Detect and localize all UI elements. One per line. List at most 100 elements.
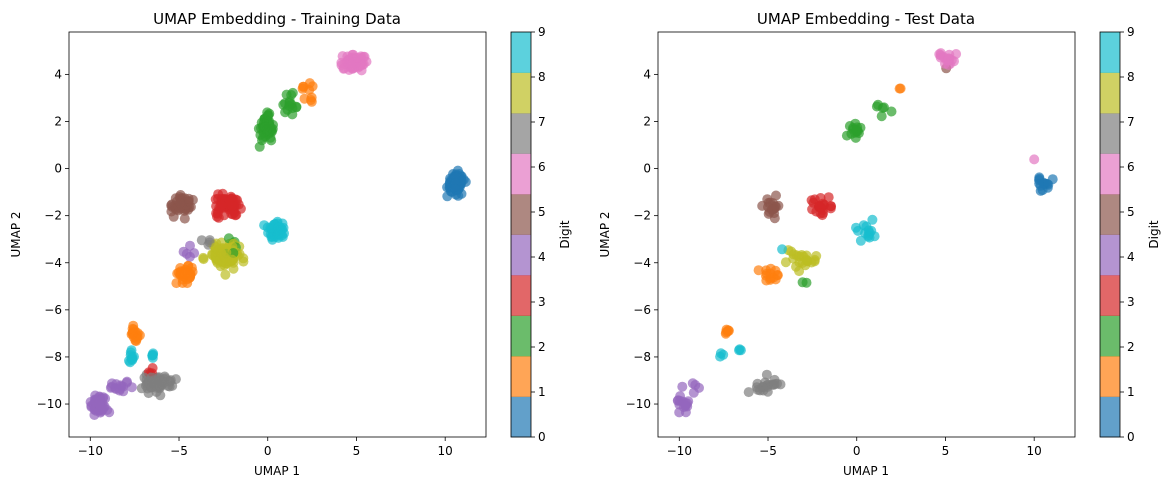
- colorbar-swatch-5: [511, 194, 531, 235]
- point-digit-1: [753, 265, 764, 276]
- colorbar-swatch-4: [511, 234, 531, 276]
- colorbar-swatch-1: [511, 356, 531, 397]
- point-digit-1: [305, 95, 316, 105]
- point-digit-4: [185, 240, 195, 251]
- colorbar-tick-label: 0: [1127, 430, 1135, 444]
- point-digit-0: [1037, 185, 1048, 196]
- colorbar-tick-label: 4: [1127, 250, 1135, 264]
- training-points: [85, 49, 471, 420]
- point-digit-9: [777, 244, 788, 255]
- colorbar-swatch-6: [511, 153, 531, 195]
- point-digit-6: [352, 52, 363, 63]
- test-ytick-label: 2: [643, 114, 651, 128]
- point-digit-3: [147, 363, 158, 373]
- colorbar-swatch-8: [1100, 72, 1120, 114]
- colorbar-tick-label: 9: [538, 25, 546, 39]
- point-digit-4: [688, 387, 699, 398]
- test-xtick-label: −10: [667, 444, 692, 458]
- test-ytick-label: −6: [633, 303, 651, 317]
- training-ytick-label: −4: [44, 256, 62, 270]
- colorbar-tick-label: 4: [538, 250, 546, 264]
- training-ylabel: UMAP 2: [9, 211, 23, 257]
- colorbar-tick-label: 7: [538, 115, 546, 129]
- colorbar-tick-label: 1: [538, 385, 546, 399]
- point-digit-8: [221, 247, 232, 258]
- point-digit-5: [771, 190, 781, 201]
- colorbar-swatch-3: [1100, 275, 1120, 316]
- point-digit-5: [175, 198, 185, 209]
- point-digit-4: [675, 391, 686, 402]
- point-digit-4: [95, 404, 105, 415]
- training-ytick-label: 4: [54, 67, 62, 81]
- point-digit-9: [855, 235, 866, 246]
- training-xtick-label: 10: [438, 444, 453, 458]
- colorbar-swatch-4: [1100, 234, 1120, 276]
- test-ylabel: UMAP 2: [598, 211, 612, 257]
- point-digit-2: [886, 106, 897, 117]
- training-plot-area: [68, 31, 487, 438]
- point-digit-3: [227, 201, 237, 212]
- test-colorbar: 0 1 2 3 4 5 6 7 8 9 Digit: [1099, 25, 1161, 444]
- point-digit-3: [806, 195, 817, 206]
- colorbar-tick-label: 3: [538, 295, 546, 309]
- point-digit-6: [934, 49, 945, 60]
- point-digit-5: [769, 213, 780, 224]
- test-plot-area: [657, 31, 1076, 438]
- colorbar-tick-label: 2: [1127, 340, 1135, 354]
- point-digit-7: [140, 380, 151, 391]
- point-digit-1: [761, 275, 772, 286]
- point-digit-5: [770, 201, 781, 212]
- point-digit-6: [336, 60, 347, 71]
- colorbar-swatch-6: [1100, 153, 1120, 195]
- point-digit-1: [894, 83, 905, 94]
- colorbar-tick-label: 0: [538, 430, 546, 444]
- point-digit-9: [734, 344, 745, 355]
- colorbar-swatch-0: [511, 396, 531, 438]
- point-digit-8: [238, 256, 249, 267]
- colorbar-swatch-8: [511, 72, 531, 114]
- point-digit-2: [262, 124, 272, 135]
- training-ytick-label: −10: [37, 397, 62, 411]
- colorbar-tick-label: 5: [538, 205, 546, 219]
- point-digit-0: [453, 190, 464, 201]
- colorbar-tick-label: 5: [1127, 205, 1135, 219]
- point-digit-2: [879, 102, 889, 113]
- point-digit-3: [815, 193, 826, 203]
- point-digit-8: [198, 254, 209, 265]
- training-ytick-label: −8: [44, 350, 62, 364]
- point-digit-9: [265, 222, 276, 233]
- point-digit-9: [715, 351, 726, 362]
- training-ticks: −10 −5 0 5 10 −10 −8 −6 −4 −2 0 2 4: [37, 67, 453, 458]
- point-digit-9: [861, 221, 872, 232]
- point-digit-2: [287, 87, 298, 98]
- point-digit-7: [196, 235, 207, 246]
- test-ticks: −10 −5 0 5 10 −10 −8 −6 −4 −2 0 2 4: [626, 67, 1042, 458]
- point-digit-9: [851, 222, 861, 233]
- training-ytick-label: −6: [44, 303, 62, 317]
- point-digit-3: [815, 208, 826, 219]
- point-digit-6: [942, 55, 953, 66]
- point-digit-6: [347, 60, 358, 71]
- colorbar-tick-label: 2: [538, 340, 546, 354]
- point-digit-1: [723, 325, 734, 336]
- colorbar-tick-label: 6: [538, 160, 546, 174]
- colorbar-tick-label: 8: [1127, 70, 1135, 84]
- point-digit-9: [869, 231, 880, 242]
- point-digit-9: [277, 218, 288, 229]
- point-digit-4: [677, 381, 688, 392]
- colorbar-frame: [1099, 31, 1121, 438]
- point-digit-7: [743, 387, 754, 398]
- colorbar-swatch-7: [511, 113, 531, 154]
- test-xtick-label: −5: [759, 444, 777, 458]
- point-digit-3: [226, 208, 237, 219]
- test-xlabel: UMAP 1: [843, 464, 889, 478]
- point-digit-8: [227, 254, 237, 265]
- training-title: UMAP Embedding - Training Data: [153, 10, 401, 28]
- colorbar-tick-label: 6: [1127, 160, 1135, 174]
- point-digit-2: [841, 130, 852, 141]
- point-digit-3: [216, 200, 227, 211]
- test-ytick-label: −8: [633, 350, 651, 364]
- test-ytick-label: −10: [626, 397, 651, 411]
- test-ytick-label: −2: [633, 209, 651, 223]
- point-digit-5: [179, 213, 190, 224]
